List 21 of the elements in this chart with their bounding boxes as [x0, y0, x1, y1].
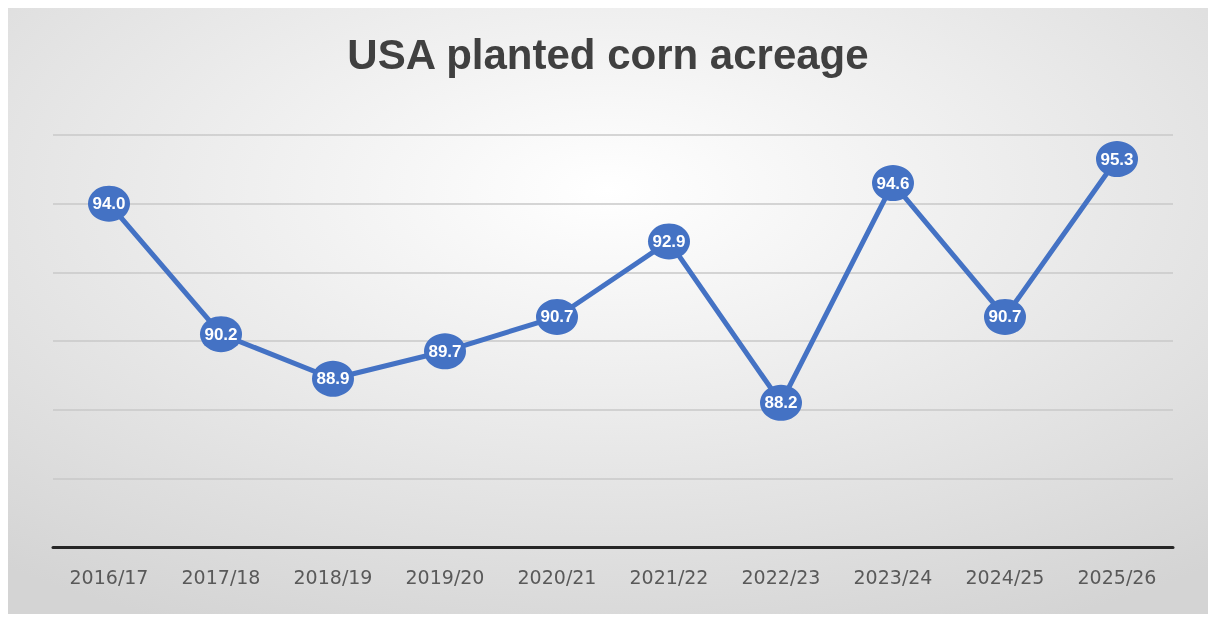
x-tick-label: 2019/20: [405, 565, 485, 588]
chart-title: USA planted corn acreage: [347, 30, 869, 78]
x-tick-label: 2022/23: [741, 565, 821, 588]
x-tick-label: 2020/21: [517, 565, 597, 588]
data-label: 90.7: [988, 307, 1022, 327]
data-label: 90.7: [540, 307, 574, 327]
data-label: 88.2: [764, 393, 798, 413]
data-label: 94.6: [876, 173, 910, 193]
data-label: 90.2: [204, 324, 238, 344]
x-tick-label: 2023/24: [853, 565, 933, 588]
data-label: 94.0: [92, 194, 126, 214]
x-tick-label: 2021/22: [629, 565, 709, 588]
x-tick-label: 2016/17: [69, 565, 149, 588]
data-label: 88.9: [316, 369, 350, 389]
data-label: 92.9: [652, 231, 686, 251]
data-label: 95.3: [1100, 149, 1134, 169]
x-tick-label: 2017/18: [181, 565, 261, 588]
x-tick-label: 2025/26: [1077, 565, 1157, 588]
x-tick-label: 2018/19: [293, 565, 373, 588]
data-label: 89.7: [428, 341, 462, 361]
x-tick-label: 2024/25: [965, 565, 1045, 588]
